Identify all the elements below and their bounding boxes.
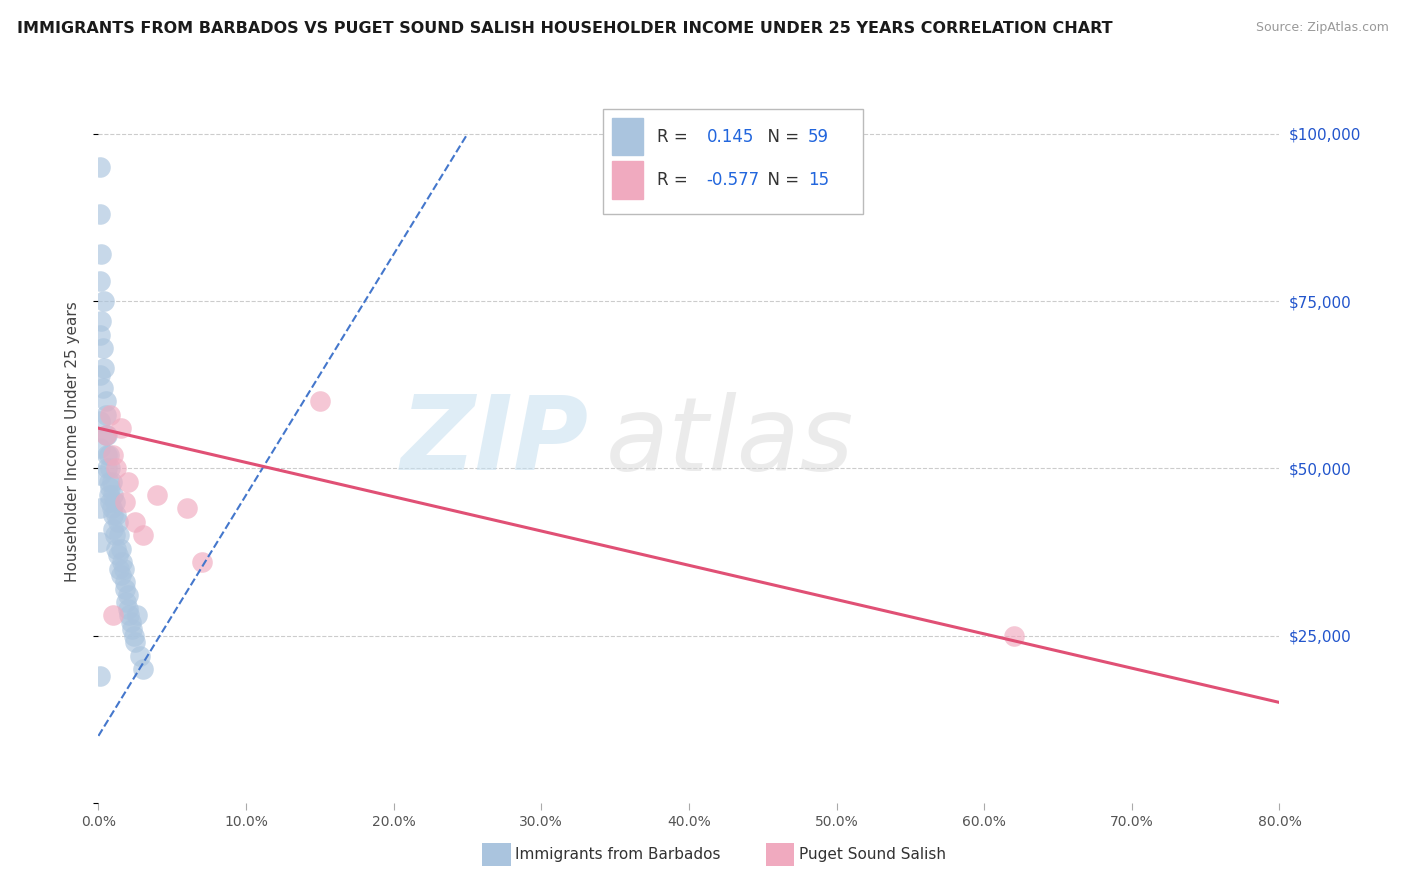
- Bar: [766, 843, 794, 866]
- Point: [105, 541, 128, 556]
- FancyBboxPatch shape: [603, 109, 862, 214]
- Point: [96, 461, 118, 475]
- Point: [128, 648, 150, 663]
- Point: [110, 568, 132, 582]
- Point: [90, 314, 112, 328]
- Point: [89, 274, 111, 288]
- Point: [89, 327, 111, 342]
- Point: [117, 475, 139, 489]
- Text: R =: R =: [657, 128, 693, 145]
- Point: [103, 448, 125, 462]
- Point: [108, 528, 131, 542]
- Point: [132, 528, 155, 542]
- Point: [89, 441, 111, 455]
- Point: [103, 608, 125, 623]
- Point: [89, 467, 111, 482]
- Point: [110, 541, 132, 556]
- Bar: [612, 161, 643, 199]
- Point: [146, 488, 169, 502]
- Point: [89, 501, 111, 516]
- Point: [97, 488, 120, 502]
- Point: [107, 515, 129, 529]
- Point: [94, 394, 117, 409]
- Point: [90, 247, 112, 261]
- Point: [124, 635, 146, 649]
- Point: [105, 508, 128, 523]
- Point: [93, 361, 115, 376]
- Point: [103, 508, 125, 523]
- Y-axis label: Householder Income Under 25 years: Householder Income Under 25 years: [65, 301, 80, 582]
- Point: [91, 381, 114, 395]
- Point: [1002, 628, 1025, 642]
- Point: [105, 461, 128, 475]
- Text: R =: R =: [657, 171, 693, 189]
- Point: [89, 669, 111, 683]
- Point: [104, 528, 127, 542]
- Point: [103, 521, 125, 535]
- Text: Source: ZipAtlas.com: Source: ZipAtlas.com: [1256, 21, 1389, 34]
- Point: [117, 602, 139, 616]
- Point: [122, 628, 145, 642]
- Point: [97, 448, 120, 462]
- Point: [96, 448, 118, 462]
- Point: [94, 427, 117, 442]
- Text: 15: 15: [808, 171, 830, 189]
- Point: [100, 501, 122, 516]
- Point: [108, 562, 131, 576]
- Point: [89, 414, 111, 428]
- Point: [89, 368, 111, 382]
- Text: N =: N =: [758, 128, 804, 145]
- Point: [91, 341, 114, 355]
- Point: [111, 555, 134, 569]
- Point: [98, 461, 121, 475]
- Point: [132, 662, 155, 676]
- Point: [94, 427, 117, 442]
- Point: [120, 615, 142, 630]
- Point: [98, 482, 121, 496]
- Text: IMMIGRANTS FROM BARBADOS VS PUGET SOUND SALISH HOUSEHOLDER INCOME UNDER 25 YEARS: IMMIGRANTS FROM BARBADOS VS PUGET SOUND …: [17, 21, 1112, 36]
- Point: [176, 501, 198, 516]
- Text: N =: N =: [758, 171, 804, 189]
- Point: [96, 427, 118, 442]
- Point: [191, 555, 214, 569]
- Point: [94, 408, 117, 422]
- Point: [97, 475, 120, 489]
- Text: 0.145: 0.145: [707, 128, 754, 145]
- Bar: [612, 118, 643, 155]
- Point: [117, 589, 139, 603]
- Point: [107, 548, 129, 563]
- Text: atlas: atlas: [606, 392, 855, 491]
- Point: [118, 608, 141, 623]
- Point: [103, 488, 125, 502]
- Point: [100, 475, 122, 489]
- Point: [93, 293, 115, 308]
- Point: [89, 207, 111, 221]
- Text: ZIP: ZIP: [401, 391, 589, 492]
- Point: [309, 394, 332, 409]
- Point: [114, 494, 136, 508]
- Point: [112, 562, 135, 576]
- Text: Immigrants from Barbados: Immigrants from Barbados: [516, 847, 721, 863]
- Point: [125, 608, 148, 623]
- Point: [98, 408, 121, 422]
- Text: 59: 59: [808, 128, 830, 145]
- Point: [98, 494, 121, 508]
- Point: [110, 421, 132, 435]
- Point: [114, 582, 136, 596]
- Point: [115, 595, 138, 609]
- Point: [121, 622, 143, 636]
- Point: [104, 494, 127, 508]
- Text: Puget Sound Salish: Puget Sound Salish: [799, 847, 946, 863]
- Point: [124, 515, 146, 529]
- Point: [89, 534, 111, 549]
- Point: [114, 575, 136, 590]
- Bar: [482, 843, 510, 866]
- Text: -0.577: -0.577: [707, 171, 759, 189]
- Point: [89, 161, 111, 175]
